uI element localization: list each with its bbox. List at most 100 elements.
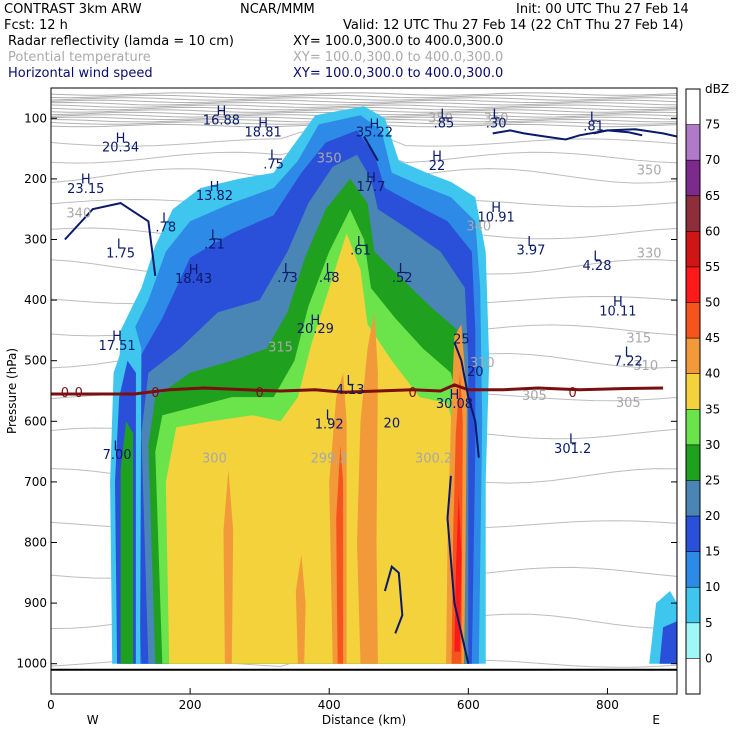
freezing-level-line: [51, 383, 664, 396]
freezing-level-label: 0: [409, 386, 417, 401]
colorbar-label: 45: [705, 331, 720, 345]
colorbar-label: 15: [705, 545, 720, 559]
reflectivity-column: [659, 621, 677, 664]
theta-label: 350: [317, 152, 342, 167]
extremum-label: H: [116, 132, 126, 147]
extremum-label: L: [326, 262, 334, 277]
x-axis-label: Distance (km): [322, 713, 406, 727]
wind-contour: [492, 128, 677, 141]
freezing-level-label: 0: [151, 386, 159, 401]
forecast-hour: Fcst: 12 h: [4, 18, 68, 33]
wind-contour: [64, 202, 157, 277]
y-axis-label: Pressure (hPa): [5, 348, 19, 434]
extremum-label: H: [310, 313, 320, 328]
extremum-label: L: [590, 110, 598, 125]
y-tick-label: 400: [24, 293, 47, 307]
extremum-label: L: [527, 235, 535, 250]
extremum-label: 16.88: [203, 113, 240, 128]
extremum-label: 10.11: [599, 304, 636, 319]
field-reflectivity: Radar reflectivity (lamda = 10 cm): [8, 34, 234, 49]
colorbar-swatch: [686, 658, 700, 694]
extremum-label: 23.15: [67, 182, 104, 197]
theta-contour: [51, 92, 677, 96]
extremum-label: 20.34: [102, 141, 139, 156]
colorbar: 0 5 10 15 20 25 30 35 40 45 50 55 60 65 70 75 dBZ: [685, 82, 729, 695]
theta-label: 300.2: [415, 452, 452, 467]
extremum-label: 20.29: [297, 322, 334, 337]
extremum-label: 35.22: [356, 125, 393, 140]
colorbar-label: 65: [705, 189, 720, 203]
extremum-label: 4.13: [336, 383, 365, 398]
extremum-label: .75: [263, 158, 284, 173]
extremum-label: .48: [319, 271, 340, 286]
wind-contour: [363, 135, 379, 162]
colorbar-label: 25: [705, 473, 720, 487]
wind-contour: [453, 342, 480, 458]
theta-contour: [51, 101, 677, 106]
extremum-label: .81: [583, 119, 604, 134]
theta-contour: [51, 104, 677, 108]
x-tick-label: 200: [179, 698, 202, 712]
extremum-label: L: [117, 238, 125, 253]
theta-label: 340: [466, 219, 491, 234]
colorbar-swatch: [686, 373, 700, 410]
colorbar-swatch: [686, 444, 700, 481]
plot-frame: [50, 87, 678, 695]
extremum-label: 7.22: [614, 355, 643, 370]
extremum-label: 30.08: [436, 397, 473, 412]
colorbar-swatch: [686, 160, 700, 196]
colorbar-swatch: [686, 587, 700, 623]
extremum-label: .73: [277, 271, 298, 286]
colorbar-swatch: [686, 551, 700, 588]
y-tick-label: 600: [24, 414, 47, 428]
extremum-label: 25: [453, 333, 470, 348]
colorbar-label: 5: [705, 616, 713, 630]
y-tick-label: 1000: [16, 657, 47, 671]
extremum-label: .78: [155, 221, 176, 236]
y-tick-label: 200: [24, 172, 47, 186]
colorbar-swatch: [686, 195, 700, 232]
theta-label: 350: [484, 112, 509, 127]
extremum-label: 17.7: [356, 180, 385, 195]
extremum-label: 10.91: [478, 210, 515, 225]
theta-label: 330: [637, 247, 662, 262]
colorbar-label: 50: [705, 296, 720, 310]
colorbar-swatch: [686, 338, 700, 374]
colorbar-label: 55: [705, 260, 720, 274]
theta-label: 305: [522, 389, 547, 404]
extremum-label: 7.00: [103, 448, 132, 463]
extremum-label: L: [399, 262, 407, 277]
y-tick-label: 500: [24, 354, 47, 368]
model-title: CONTRAST 3km ARW: [4, 2, 142, 17]
extremum-label: 18.81: [245, 125, 282, 140]
y-tick-label: 100: [24, 111, 47, 125]
freezing-level-label: 0: [569, 386, 577, 401]
theta-label: 310: [470, 356, 495, 371]
theta-label: 315: [268, 341, 293, 356]
colorbar-swatch: [686, 266, 700, 303]
reflectivity-core: [295, 554, 306, 664]
extremum-label: .21: [204, 238, 225, 253]
colorbar-swatch: [686, 480, 700, 517]
extremum-label: .52: [392, 271, 413, 286]
theta-contour: [51, 94, 677, 99]
theta-contour: [51, 99, 677, 104]
extremum-label: L: [440, 107, 448, 122]
extremum-label: H: [613, 295, 623, 310]
extremum-label: L: [357, 235, 365, 250]
extremum-label: .85: [434, 116, 455, 131]
extremum-label: L: [346, 374, 354, 389]
extremum-label: L: [162, 212, 170, 227]
reflectivity-band: [165, 233, 458, 664]
extremum-label: L: [569, 433, 577, 448]
y-tick-label: 800: [24, 536, 47, 550]
colorbar-label: 40: [705, 367, 720, 381]
colorbar-label: 70: [705, 153, 720, 167]
colorbar-swatch: [686, 231, 700, 267]
reflectivity-core: [357, 312, 378, 664]
extremum-label: 301.2: [554, 442, 591, 457]
field-reflectivity-xy: XY= 100.0,300.0 to 400.0,300.0: [293, 34, 504, 49]
x-tick-label: 600: [457, 698, 480, 712]
field-theta: Potential temperature: [8, 50, 151, 65]
